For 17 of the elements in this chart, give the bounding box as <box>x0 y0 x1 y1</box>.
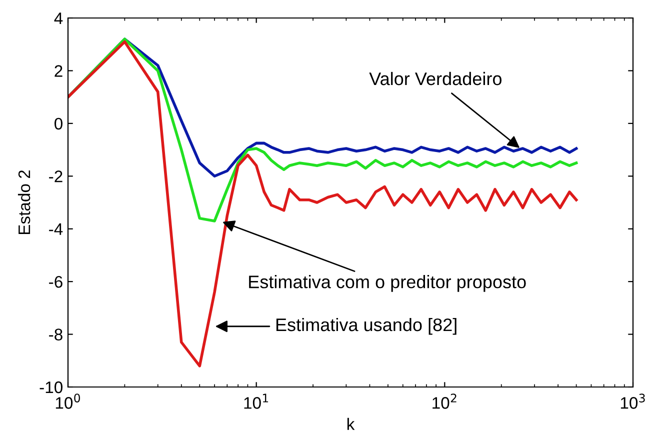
y-tick-label: -4 <box>49 223 63 235</box>
y-tick-label: -6 <box>49 276 62 288</box>
x-tick-label: 10$^{3}$ <box>620 394 645 409</box>
annotation: Estimativa usando [82] <box>276 318 456 335</box>
y-tick-label: 2 <box>54 65 62 77</box>
y-tick-label: 0 <box>54 118 62 130</box>
y-tick-label: 4 <box>54 12 63 24</box>
y-tick-label: -8 <box>49 328 62 340</box>
annotation: Estimativa com o preditor proposto <box>249 275 526 292</box>
x-tick-label: 10$^{0}$ <box>56 394 80 409</box>
annotation: Valor Verdadeiro <box>369 72 502 86</box>
x-tick-label: 10$^{1}$ <box>244 394 268 409</box>
x-tick-label: 10$^{2}$ <box>432 394 456 409</box>
y-axis-title: Estado 2 <box>18 170 30 234</box>
y-tick-label: -2 <box>49 170 62 182</box>
y-tick-label: -10 <box>40 381 62 394</box>
x-axis-title: k <box>347 418 355 430</box>
